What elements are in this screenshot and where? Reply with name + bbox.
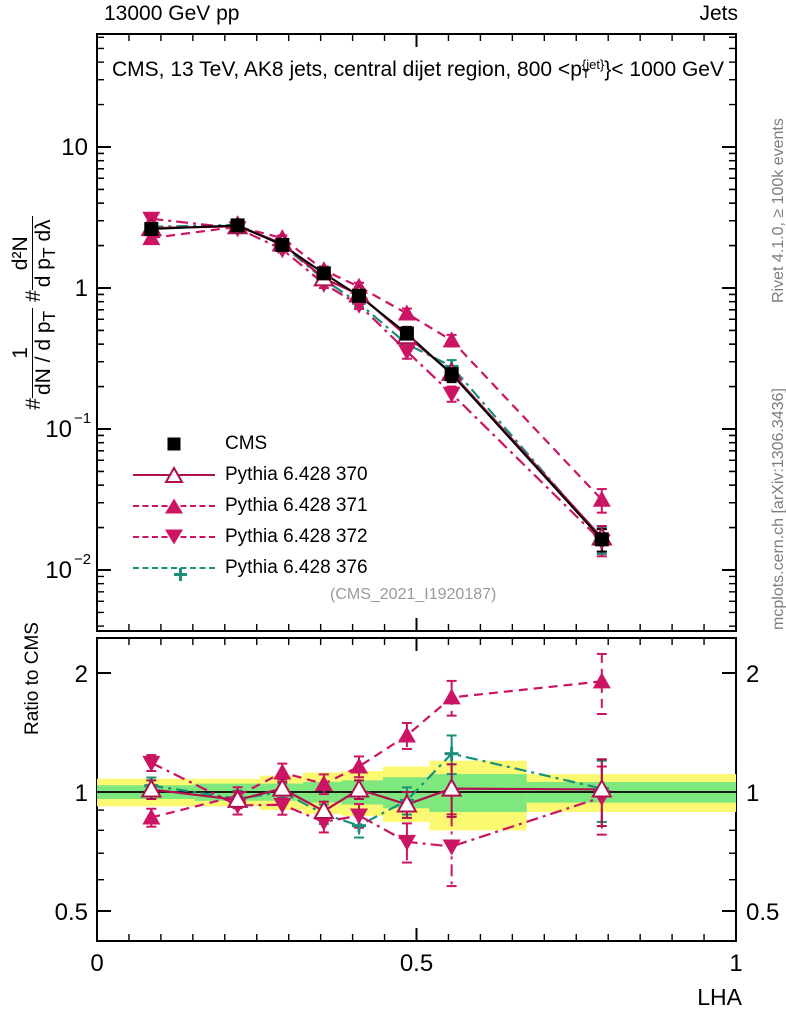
ratio-y-axis-title-text: Ratio to CMS xyxy=(22,622,43,735)
ratio-plot-frame xyxy=(96,637,737,942)
legend-item-p370[interactable]: Pythia 6.428 370 xyxy=(133,459,368,490)
legend-item-p371[interactable]: Pythia 6.428 371 xyxy=(133,490,368,521)
yaxis-den-1-sub: T xyxy=(39,310,60,322)
legend-key-p376 xyxy=(133,555,215,581)
legend-label-cms: CMS xyxy=(225,432,268,454)
ratio-y-tick-label-right-1: 1 xyxy=(746,780,759,807)
analysis-id-watermark: (CMS_2021_I1920187) xyxy=(330,586,497,603)
square-filled-icon xyxy=(167,437,181,450)
legend-item-p376[interactable]: Pythia 6.428 376 xyxy=(133,552,368,583)
yaxis-den-2: d p xyxy=(32,258,56,288)
y-tick-label-10: 10 xyxy=(61,134,88,161)
y-tick-exp-1e-1: −1 xyxy=(74,410,91,427)
main-y-axis-title: #1 dN / d pT # d²N d pT dλ xyxy=(9,33,60,593)
x-tick-label-0: 0 xyxy=(90,950,103,977)
plot-title-sup: {jet} xyxy=(581,57,605,73)
ratio-y-tick-label-2: 2 xyxy=(75,661,88,688)
beam-energy-label: 13000 GeV pp xyxy=(104,2,240,25)
legend-label-p371: Pythia 6.428 371 xyxy=(225,494,368,516)
plot-title-sub: T xyxy=(581,66,590,82)
mcplots-text: mcplots.cern.ch [arXiv:1306.3436] xyxy=(770,388,786,630)
yaxis-den-1: dN / d p xyxy=(32,321,56,395)
plot-title-pre: CMS, 13 TeV, AK8 jets, central dijet reg… xyxy=(112,58,582,81)
ratio-y-tick-label-right-0.5: 0.5 xyxy=(746,899,779,926)
legend-key-p371 xyxy=(133,493,215,519)
legend-label-p376: Pythia 6.428 376 xyxy=(225,556,368,578)
yaxis-den-2-sub: T xyxy=(39,247,60,259)
yaxis-num-1: 1 xyxy=(9,307,34,398)
analysis-category-label: Jets xyxy=(699,2,738,25)
triangle-up-filled-icon xyxy=(165,498,183,513)
plot-title-post: }< 1000 GeV xyxy=(604,58,724,81)
x-axis-title: LHA xyxy=(697,984,742,1010)
y-tick-label-1: 1 xyxy=(75,275,88,302)
legend-label-p370: Pythia 6.428 370 xyxy=(225,463,368,485)
yaxis-num-2: d²N xyxy=(9,216,34,291)
x-tick-label-1: 0.5 xyxy=(400,950,433,977)
legend-key-cms xyxy=(133,431,215,457)
plot-title: CMS, 13 TeV, AK8 jets, central dijet reg… xyxy=(112,58,724,82)
yaxis-den-2-tail: dλ xyxy=(32,219,56,248)
x-tick-label-2: 1 xyxy=(729,950,742,977)
legend-key-p370 xyxy=(133,462,215,488)
legend-key-p372 xyxy=(133,524,215,550)
legend-item-cms[interactable]: CMS xyxy=(133,428,368,459)
legend-item-p372[interactable]: Pythia 6.428 372 xyxy=(133,521,368,552)
ratio-y-tick-label-1: 1 xyxy=(75,780,88,807)
legend: CMS Pythia 6.428 370 Pythia 6.428 371 xyxy=(133,428,368,583)
ratio-y-tick-label-right-2: 2 xyxy=(746,661,759,688)
y-tick-exp-1e-2: −2 xyxy=(74,551,91,568)
triangle-down-filled-icon xyxy=(165,529,183,544)
legend-label-p372: Pythia 6.428 372 xyxy=(225,525,368,547)
rivet-version-text: Rivet 4.1.0, ≥ 100k events xyxy=(770,118,786,303)
ratio-y-tick-label-0.5: 0.5 xyxy=(55,899,88,926)
triangle-up-open-icon xyxy=(164,465,184,483)
